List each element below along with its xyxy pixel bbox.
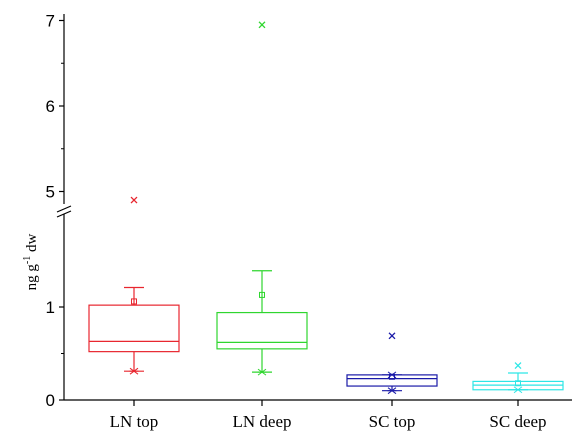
x-category-label: LN deep [232, 412, 291, 431]
outlier-stroke [130, 196, 138, 204]
outlier-stroke [388, 332, 396, 340]
max-marker [387, 371, 397, 379]
plot-area [88, 21, 564, 395]
y-axis: 0 1 5 6 7 [46, 12, 72, 410]
outlier-marker [130, 196, 138, 204]
box-iqr [216, 311, 308, 350]
y-tick-label: 1 [46, 298, 55, 317]
y-tick-label: 0 [46, 391, 55, 410]
x-category-label: SC deep [489, 412, 546, 431]
y-tick-label: 6 [46, 97, 55, 116]
x-axis: LN top LN deep SC top SC deep [64, 399, 572, 431]
mean-marker [259, 291, 265, 298]
min-marker [513, 386, 523, 394]
axis-break-mark [56, 205, 72, 213]
box-sc-top [346, 332, 438, 395]
min-marker [257, 368, 267, 376]
box-sc-deep [472, 362, 564, 394]
box-ln-top [88, 196, 180, 375]
mean-marker [131, 298, 137, 305]
y-axis-label-unit: ng g [24, 264, 40, 291]
y-axis-label: ng g-1 dw [22, 234, 40, 291]
min-marker [129, 367, 139, 375]
y-axis-label-suffix: dw [24, 234, 40, 256]
x-category-label: LN top [110, 412, 159, 431]
y-axis-label-superscript: -1 [22, 256, 33, 264]
y-tick-label: 7 [46, 12, 55, 31]
outlier-marker [514, 362, 522, 370]
outlier-stroke [514, 362, 522, 370]
box-iqr [88, 304, 180, 353]
y-tick-label: 5 [46, 183, 55, 202]
outlier-marker [258, 21, 266, 29]
box-iqr [346, 374, 438, 387]
axis-break-mark [56, 210, 72, 218]
mean-marker [515, 380, 521, 387]
min-marker [387, 387, 397, 395]
box-ln-deep [216, 21, 308, 376]
outlier-marker [388, 332, 396, 340]
x-category-label: SC top [369, 412, 416, 431]
outlier-stroke [258, 21, 266, 29]
